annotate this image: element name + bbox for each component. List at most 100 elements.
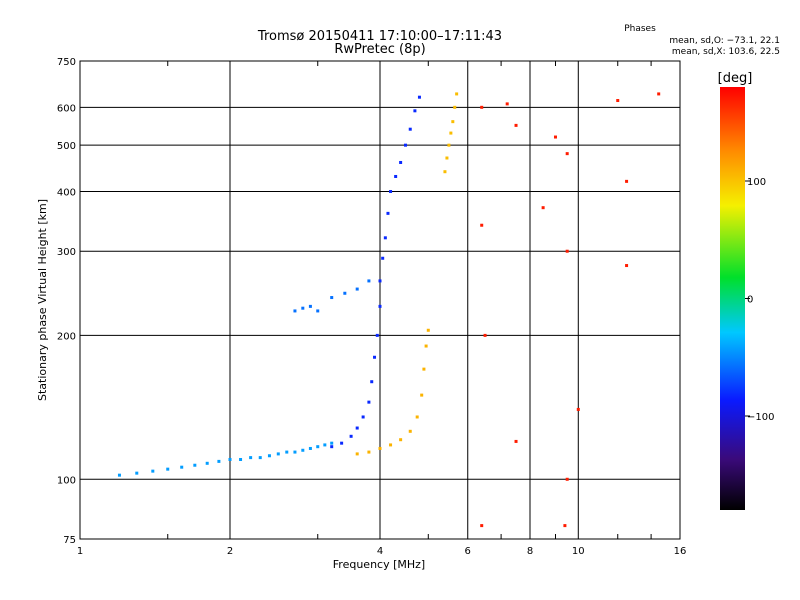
y-tick-label: 200 xyxy=(57,331,76,342)
data-point xyxy=(355,287,359,291)
data-point xyxy=(399,438,403,442)
data-point xyxy=(394,174,398,178)
x-tick-label: 10 xyxy=(572,546,585,557)
data-point xyxy=(514,439,518,443)
data-point xyxy=(415,415,419,419)
stats-heading: Phases xyxy=(624,24,656,34)
data-point xyxy=(330,296,334,300)
data-point xyxy=(258,456,262,460)
y-tick-label: 75 xyxy=(63,535,76,546)
data-point xyxy=(378,304,382,308)
data-point xyxy=(449,131,453,135)
data-point xyxy=(330,441,334,445)
y-tick-label: 300 xyxy=(57,247,76,258)
x-axis-label: Frequency [MHz] xyxy=(333,558,425,571)
x-tick-label: 16 xyxy=(674,546,687,557)
data-point xyxy=(367,450,371,454)
data-point xyxy=(422,367,426,371)
data-point xyxy=(553,135,557,139)
data-point xyxy=(480,105,484,109)
data-point xyxy=(541,206,545,210)
data-point xyxy=(378,279,382,283)
colorbar xyxy=(720,87,745,510)
data-point xyxy=(367,400,371,404)
y-tick-label: 600 xyxy=(57,103,76,114)
data-point xyxy=(373,355,377,359)
x-tick-label: 1 xyxy=(77,546,83,557)
data-point xyxy=(447,143,451,147)
data-point xyxy=(483,333,487,337)
x-tick-label: 2 xyxy=(227,546,233,557)
data-point xyxy=(563,524,567,528)
y-tick-label: 750 xyxy=(57,57,76,68)
data-point xyxy=(361,415,365,419)
data-point xyxy=(625,264,629,268)
data-point xyxy=(343,291,347,295)
colorbar-tick-label: 0 xyxy=(747,295,753,306)
data-point xyxy=(293,309,297,313)
data-point xyxy=(193,463,197,467)
data-point xyxy=(205,461,209,465)
data-point xyxy=(451,120,455,124)
data-point xyxy=(166,467,170,471)
data-point xyxy=(349,434,353,438)
data-point xyxy=(276,452,280,456)
data-point xyxy=(408,127,412,131)
y-tick-label: 500 xyxy=(57,141,76,152)
colorbar-tick-label: −100 xyxy=(747,412,774,423)
data-point xyxy=(445,156,449,160)
x-tick-label: 8 xyxy=(527,546,533,557)
colorbar-label: [deg] xyxy=(718,71,753,86)
data-point xyxy=(301,448,305,452)
data-point xyxy=(565,249,569,253)
data-point xyxy=(408,429,412,433)
data-point xyxy=(480,223,484,227)
data-point xyxy=(267,454,271,458)
grid xyxy=(80,61,680,539)
data-point xyxy=(308,446,312,450)
data-point xyxy=(355,426,359,430)
data-point xyxy=(657,92,661,96)
y-axis-label: Stationary phase Virtual Height [km] xyxy=(36,199,49,401)
data-point xyxy=(505,102,509,106)
data-points xyxy=(117,92,661,528)
data-point xyxy=(228,457,232,461)
data-point xyxy=(565,152,569,156)
data-point xyxy=(330,445,334,449)
data-point xyxy=(249,456,253,460)
data-point xyxy=(301,306,305,310)
data-point xyxy=(375,333,379,337)
data-point xyxy=(316,309,320,313)
y-tick-label: 100 xyxy=(57,475,76,486)
data-point xyxy=(151,469,155,473)
data-point xyxy=(576,407,580,411)
data-point xyxy=(135,471,139,475)
data-point xyxy=(370,380,374,384)
data-point xyxy=(378,446,382,450)
stats-x-line: mean, sd,X: 103.6, 22.5 xyxy=(672,47,780,57)
data-point xyxy=(285,450,289,454)
chart-title: Tromsø 20150411 17:10:00–17:11:43 xyxy=(257,29,502,44)
colorbar-tick-label: 100 xyxy=(747,177,766,188)
chart-subtitle: RwPretec (8p) xyxy=(334,42,425,57)
data-point xyxy=(455,92,459,96)
data-point xyxy=(367,279,371,283)
x-tick-label: 4 xyxy=(377,546,383,557)
stats-o-line: mean, sd,O: −73.1, 22.1 xyxy=(669,36,780,46)
data-point xyxy=(426,328,430,332)
data-point xyxy=(389,443,393,447)
data-point xyxy=(308,304,312,308)
data-point xyxy=(355,452,359,456)
x-tick-label: 6 xyxy=(465,546,471,557)
data-point xyxy=(403,143,407,147)
data-point xyxy=(340,441,344,445)
data-point xyxy=(386,211,390,215)
data-point xyxy=(316,445,320,449)
data-point xyxy=(383,236,387,240)
data-point xyxy=(453,105,457,109)
data-point xyxy=(514,123,518,127)
data-point xyxy=(381,256,385,260)
data-point xyxy=(565,477,569,481)
data-point xyxy=(424,344,428,348)
